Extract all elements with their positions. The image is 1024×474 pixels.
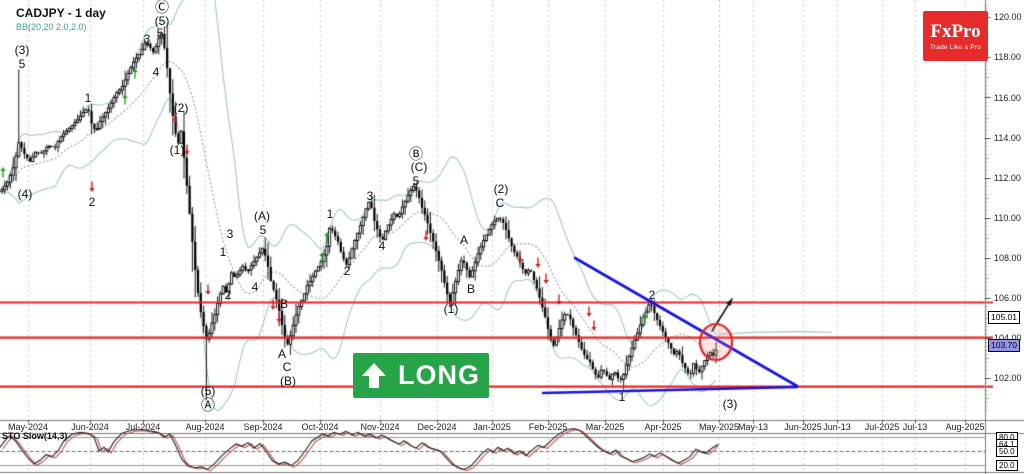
x-axis-label: Jun-2025 [784, 422, 822, 432]
wave-count-label: B [466, 282, 476, 296]
y-axis-label: 120.00 [994, 12, 1022, 23]
wave-count-label: (C) [410, 160, 428, 174]
x-axis-label: Jan-2025 [473, 422, 511, 432]
wave-count-label: (2) [173, 101, 189, 115]
x-axis-label: Aug-2024 [185, 422, 225, 432]
wave-count-label: 1 [326, 207, 334, 221]
y-axis-label: 108.00 [994, 252, 1022, 263]
x-axis-label: Sep-2024 [243, 422, 283, 432]
wave-count-label: 3 [226, 227, 234, 241]
wave-count-label: (A) [254, 209, 270, 223]
x-axis-label: May-13 [737, 422, 769, 432]
x-axis-label: Mar-2025 [585, 422, 625, 432]
y-axis-label: 118.00 [994, 52, 1021, 63]
wave-count-label: A [459, 233, 469, 247]
wave-count-label: 5 [18, 57, 26, 71]
y-axis-label: 104.00 [994, 333, 1022, 343]
x-axis-label: Dec-2024 [417, 422, 457, 432]
wave-count-label: 4 [152, 65, 160, 79]
x-axis-label: Feb-2025 [528, 422, 568, 432]
wave-count-label: (1) [169, 143, 185, 157]
x-axis-label: Oct-2024 [301, 422, 339, 432]
wave-count-label: 5 [412, 174, 420, 188]
wave-count-label: B [279, 297, 289, 311]
wave-count-label: 1 [618, 390, 626, 404]
y-axis-label: 106.00 [994, 293, 1022, 303]
wave-count-label: (2) [493, 182, 509, 196]
up-arrow-icon [362, 362, 386, 389]
wave-count-label: (1) [443, 302, 459, 316]
wave-count-label: Ⓑ [409, 146, 423, 162]
wave-count-label: Ⓒ [155, 0, 169, 15]
wave-count-label: 2 [88, 195, 96, 209]
fxpro-logo-text: FxPro [930, 20, 981, 42]
wave-count-label: (3) [722, 397, 738, 411]
x-axis-label: Jul-2025 [864, 422, 900, 432]
wave-count-label: 2 [648, 288, 656, 302]
x-axis-label: Apr-2025 [644, 422, 682, 432]
x-axis-label: May-2025 [698, 422, 740, 432]
wave-count-label: 2 [343, 264, 351, 278]
symbol-title: CADJPY - 1 day [16, 6, 106, 20]
x-axis-label: Jun-2024 [71, 422, 109, 432]
fxpro-logo: FxPro Trade Like a Pro [923, 11, 988, 61]
stochastic-value-tag: 50.0 [996, 445, 1018, 457]
x-axis-label: Aug-2025 [945, 422, 985, 432]
wave-count-label: C [495, 196, 505, 210]
wave-count-label: (3) [14, 43, 30, 57]
x-axis-label: Nov-2024 [360, 422, 400, 432]
wave-count-label: 5 [259, 223, 267, 237]
wave-count-label: 2 [224, 288, 232, 302]
x-axis-label: Jun-13 [823, 422, 851, 432]
wave-count-label: 4 [251, 280, 259, 294]
x-axis-label: May-2024 [7, 422, 49, 432]
stochastic-value-tag: 20.0 [996, 459, 1018, 471]
wave-count-label: 3 [366, 189, 374, 203]
wave-count-label: 5 [156, 26, 164, 40]
x-axis-label: Jul-2024 [125, 422, 161, 432]
price-level-tag: 105.01 [988, 311, 1020, 325]
wave-count-label: A [277, 347, 287, 361]
long-signal-badge: LONG [353, 353, 489, 398]
fxpro-logo-tagline: Trade Like a Pro [929, 43, 981, 51]
wave-count-label: Ⓐ [201, 397, 215, 413]
x-axis-label: Jul-13 [902, 422, 928, 432]
wave-count-label: 1 [84, 91, 92, 105]
wave-count-label: C [282, 360, 292, 374]
wave-count-label: 1 [219, 245, 227, 259]
wave-count-label: (5) [200, 384, 216, 398]
stochastic-indicator-label: STO Slow(14,3) [2, 431, 68, 441]
wave-count-label: (5) [154, 14, 170, 28]
wave-count-label: 4 [378, 239, 386, 253]
y-axis-label: 110.00 [994, 212, 1021, 223]
wave-count-label: (B) [280, 374, 296, 388]
y-axis-label: 116.00 [994, 92, 1021, 103]
price-level-tag: 103.70 [988, 338, 1020, 352]
indicator-settings-label: BB(20,20 2.0,2.0) [16, 22, 87, 32]
y-axis-label: 102.00 [994, 373, 1022, 384]
y-axis-label: 112.00 [994, 172, 1021, 183]
wave-count-label: (4) [17, 187, 33, 201]
y-axis-label: 114.00 [994, 132, 1021, 143]
long-signal-label: LONG [398, 360, 480, 390]
wave-count-label: 3 [143, 32, 151, 46]
